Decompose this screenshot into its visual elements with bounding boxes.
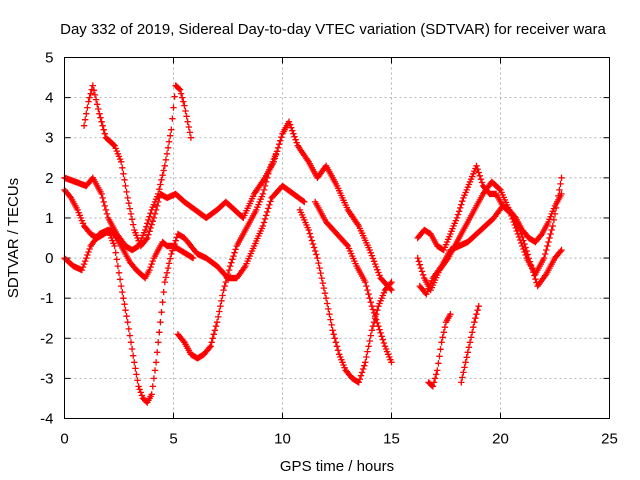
y-axis-label: SDTVAR / TECUs	[5, 178, 22, 298]
x-tick-label: 25	[601, 431, 618, 448]
y-tick-label: 3	[45, 130, 53, 147]
plus-markers	[425, 311, 454, 390]
plus-markers	[296, 206, 395, 386]
series-track-10	[416, 202, 565, 298]
series-track-11	[425, 311, 454, 390]
y-tick-label: 0	[45, 250, 53, 267]
plus-markers	[174, 150, 280, 362]
data-marks	[61, 82, 565, 406]
plus-markers	[80, 82, 395, 294]
y-tick-label: -2	[40, 330, 53, 347]
y-tick-label: 1	[45, 210, 53, 227]
series-track-4	[61, 182, 308, 406]
series-track-1	[61, 82, 195, 254]
x-tick-label: 0	[60, 431, 68, 448]
series-track-7	[312, 198, 395, 366]
x-tick-label: 15	[383, 431, 400, 448]
series-track-2	[80, 82, 395, 294]
plus-markers	[414, 162, 565, 254]
series-track-8	[414, 162, 565, 254]
y-tick-label: 4	[45, 90, 53, 107]
chart-title: Day 332 of 2019, Sidereal Day-to-day VTE…	[60, 21, 606, 38]
plot-frame	[64, 57, 610, 419]
x-tick-label: 5	[169, 431, 177, 448]
plus-markers	[61, 182, 308, 406]
series-track-6	[296, 206, 395, 386]
x-tick-label: 10	[274, 431, 291, 448]
x-axis-label: GPS time / hours	[280, 458, 394, 475]
y-tick-label: 5	[45, 50, 53, 67]
plus-markers	[61, 82, 195, 254]
plus-markers	[312, 198, 395, 366]
y-tick-label: -1	[40, 290, 53, 307]
y-tick-label: -3	[40, 370, 53, 387]
x-tick-label: 20	[492, 431, 509, 448]
y-tick-label: -4	[40, 411, 53, 428]
plus-markers	[458, 303, 482, 386]
series-track-5	[174, 150, 280, 362]
y-tick-label: 2	[45, 170, 53, 187]
plus-markers	[416, 202, 565, 298]
series-track-12	[458, 303, 482, 386]
